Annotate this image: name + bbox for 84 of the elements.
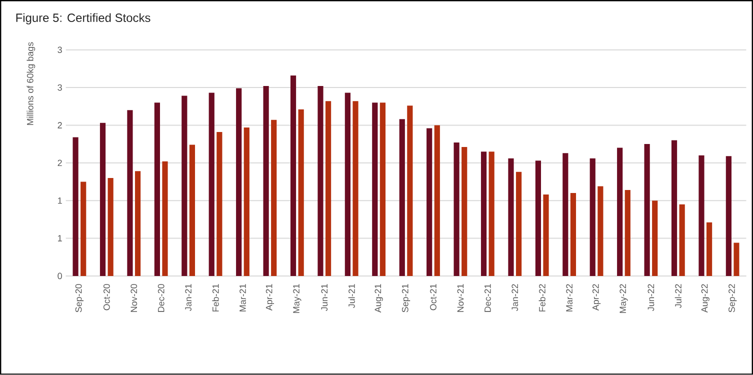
bar bbox=[671, 140, 678, 276]
bar bbox=[407, 106, 413, 276]
bar bbox=[108, 178, 114, 276]
bar bbox=[80, 182, 86, 276]
x-tick-label: Apr-21 bbox=[266, 284, 274, 311]
y-tick-label: 3 bbox=[58, 84, 62, 91]
bar bbox=[598, 186, 604, 276]
x-tick-label: May-21 bbox=[293, 284, 302, 313]
x-tick-label: Feb-22 bbox=[538, 284, 546, 312]
bar bbox=[454, 142, 460, 276]
bar bbox=[352, 101, 358, 276]
y-tick-label: 2 bbox=[58, 160, 62, 166]
x-tick-label: Jan-21 bbox=[185, 284, 192, 312]
bar bbox=[134, 171, 141, 276]
bar bbox=[426, 128, 432, 276]
bar bbox=[244, 128, 250, 276]
bar bbox=[726, 156, 732, 276]
y-tick-label: 2 bbox=[58, 122, 62, 128]
bar bbox=[535, 160, 541, 276]
bar bbox=[462, 147, 468, 276]
y-tick-label: 1 bbox=[58, 198, 62, 204]
bar bbox=[380, 102, 386, 276]
x-tick-label: Oct-20 bbox=[103, 284, 110, 310]
bar bbox=[590, 158, 596, 276]
y-axis-title: Millions of 60kg bags bbox=[26, 42, 36, 125]
bar bbox=[127, 110, 133, 276]
x-tick-label: Apr-22 bbox=[592, 284, 601, 311]
x-tick-label: Jun-21 bbox=[321, 284, 328, 312]
bar bbox=[298, 109, 304, 276]
chart-title: Figure 5: Certified Stocks bbox=[16, 13, 150, 24]
bar bbox=[271, 120, 277, 276]
x-tick-label: Jan-22 bbox=[512, 284, 518, 312]
bar bbox=[434, 125, 440, 276]
bar bbox=[318, 86, 324, 276]
bar bbox=[372, 102, 378, 276]
x-tick-label: Aug-21 bbox=[374, 284, 383, 313]
y-tick-label: 1 bbox=[58, 235, 62, 242]
bar bbox=[189, 144, 196, 276]
bar bbox=[508, 158, 514, 276]
bar bbox=[543, 194, 549, 276]
x-tick-label: Jul-22 bbox=[674, 284, 682, 308]
bar bbox=[516, 172, 522, 276]
bar bbox=[480, 152, 487, 276]
bar bbox=[698, 155, 704, 276]
bar bbox=[325, 101, 332, 276]
x-tick-label: Mar-21 bbox=[240, 284, 246, 312]
bar bbox=[652, 200, 658, 276]
y-tick-label: 0 bbox=[58, 272, 62, 280]
bar bbox=[72, 137, 78, 276]
bar bbox=[570, 193, 576, 276]
bar bbox=[344, 92, 350, 276]
x-tick-label: Sep-22 bbox=[728, 284, 737, 312]
bar bbox=[624, 190, 630, 276]
x-tick-label: Jun-22 bbox=[648, 284, 654, 312]
bar bbox=[679, 204, 685, 276]
x-tick-label: May-22 bbox=[620, 284, 628, 313]
bar bbox=[100, 123, 106, 276]
x-tick-label: Nov-21 bbox=[457, 284, 464, 312]
y-tick-label: 3 bbox=[58, 46, 62, 54]
x-tick-label: Sep-20 bbox=[75, 284, 84, 312]
bar bbox=[154, 102, 160, 276]
bar bbox=[644, 144, 650, 276]
x-tick-label: Dec-21 bbox=[484, 284, 491, 312]
bar bbox=[488, 152, 494, 276]
bar bbox=[263, 86, 269, 276]
bar bbox=[182, 96, 188, 276]
x-tick-label: Jul-21 bbox=[348, 284, 355, 308]
bar bbox=[162, 161, 168, 276]
x-tick-label: Oct-21 bbox=[430, 284, 436, 310]
bar bbox=[216, 132, 222, 276]
bar bbox=[208, 92, 214, 276]
bar bbox=[617, 148, 623, 276]
x-tick-label: Nov-20 bbox=[130, 284, 138, 312]
bar bbox=[734, 242, 740, 276]
x-tick-label: Sep-21 bbox=[402, 284, 410, 312]
bar bbox=[562, 153, 568, 276]
bar bbox=[290, 76, 296, 276]
bar bbox=[399, 119, 405, 276]
bar bbox=[236, 88, 242, 276]
x-tick-label: Mar-22 bbox=[566, 284, 572, 312]
x-tick-label: Aug-22 bbox=[701, 284, 710, 313]
x-tick-label: Feb-21 bbox=[212, 284, 219, 312]
x-tick-label: Dec-20 bbox=[158, 284, 164, 312]
bar bbox=[706, 222, 712, 276]
